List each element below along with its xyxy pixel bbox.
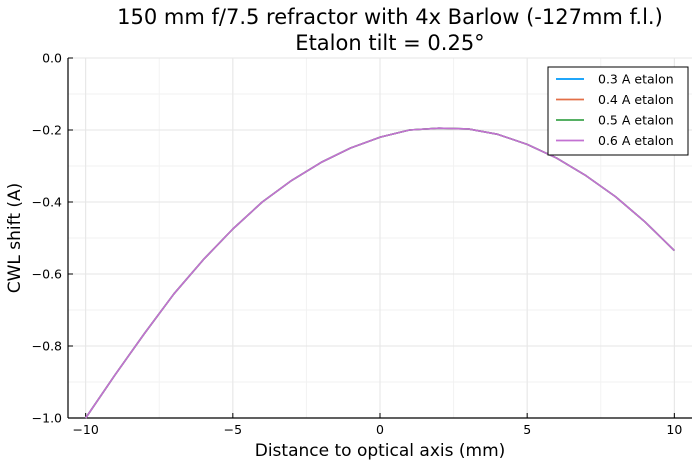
x-tick-label: 10 [666, 422, 682, 437]
x-tick-label: −5 [224, 422, 242, 437]
chart-title: 150 mm f/7.5 refractor with 4x Barlow (-… [117, 5, 663, 29]
series-lines [84, 127, 675, 419]
y-tick-label: −0.8 [32, 339, 62, 354]
legend-label: 0.3 A etalon [598, 72, 674, 87]
ticks: −10 −5 0 5 10 −1.0 −0.8 −0.6 −0.4 −0.2 0.0 [32, 51, 683, 438]
x-tick-label: −10 [72, 422, 98, 437]
legend-label: 0.6 A etalon [598, 133, 674, 148]
legend-label: 0.5 A etalon [598, 113, 674, 128]
x-axis-label: Distance to optical axis (mm) [255, 441, 506, 461]
legend: 0.3 A etalon 0.4 A etalon 0.5 A etalon 0.6 … [547, 66, 689, 156]
series-line-4 [84, 127, 675, 419]
x-tick-label: 0 [376, 422, 384, 437]
y-tick-label: −1.0 [32, 411, 62, 426]
y-tick-label: −0.6 [32, 267, 62, 282]
legend-label: 0.4 A etalon [598, 92, 674, 107]
y-tick-label: 0.0 [42, 51, 62, 66]
y-axis-label: CWL shift (A) [5, 183, 25, 294]
x-tick-label: 5 [523, 422, 531, 437]
chart-subtitle: Etalon tilt = 0.25° [295, 31, 484, 55]
y-tick-label: −0.4 [32, 195, 62, 210]
legend-box [547, 66, 689, 156]
y-tick-label: −0.2 [32, 123, 62, 138]
